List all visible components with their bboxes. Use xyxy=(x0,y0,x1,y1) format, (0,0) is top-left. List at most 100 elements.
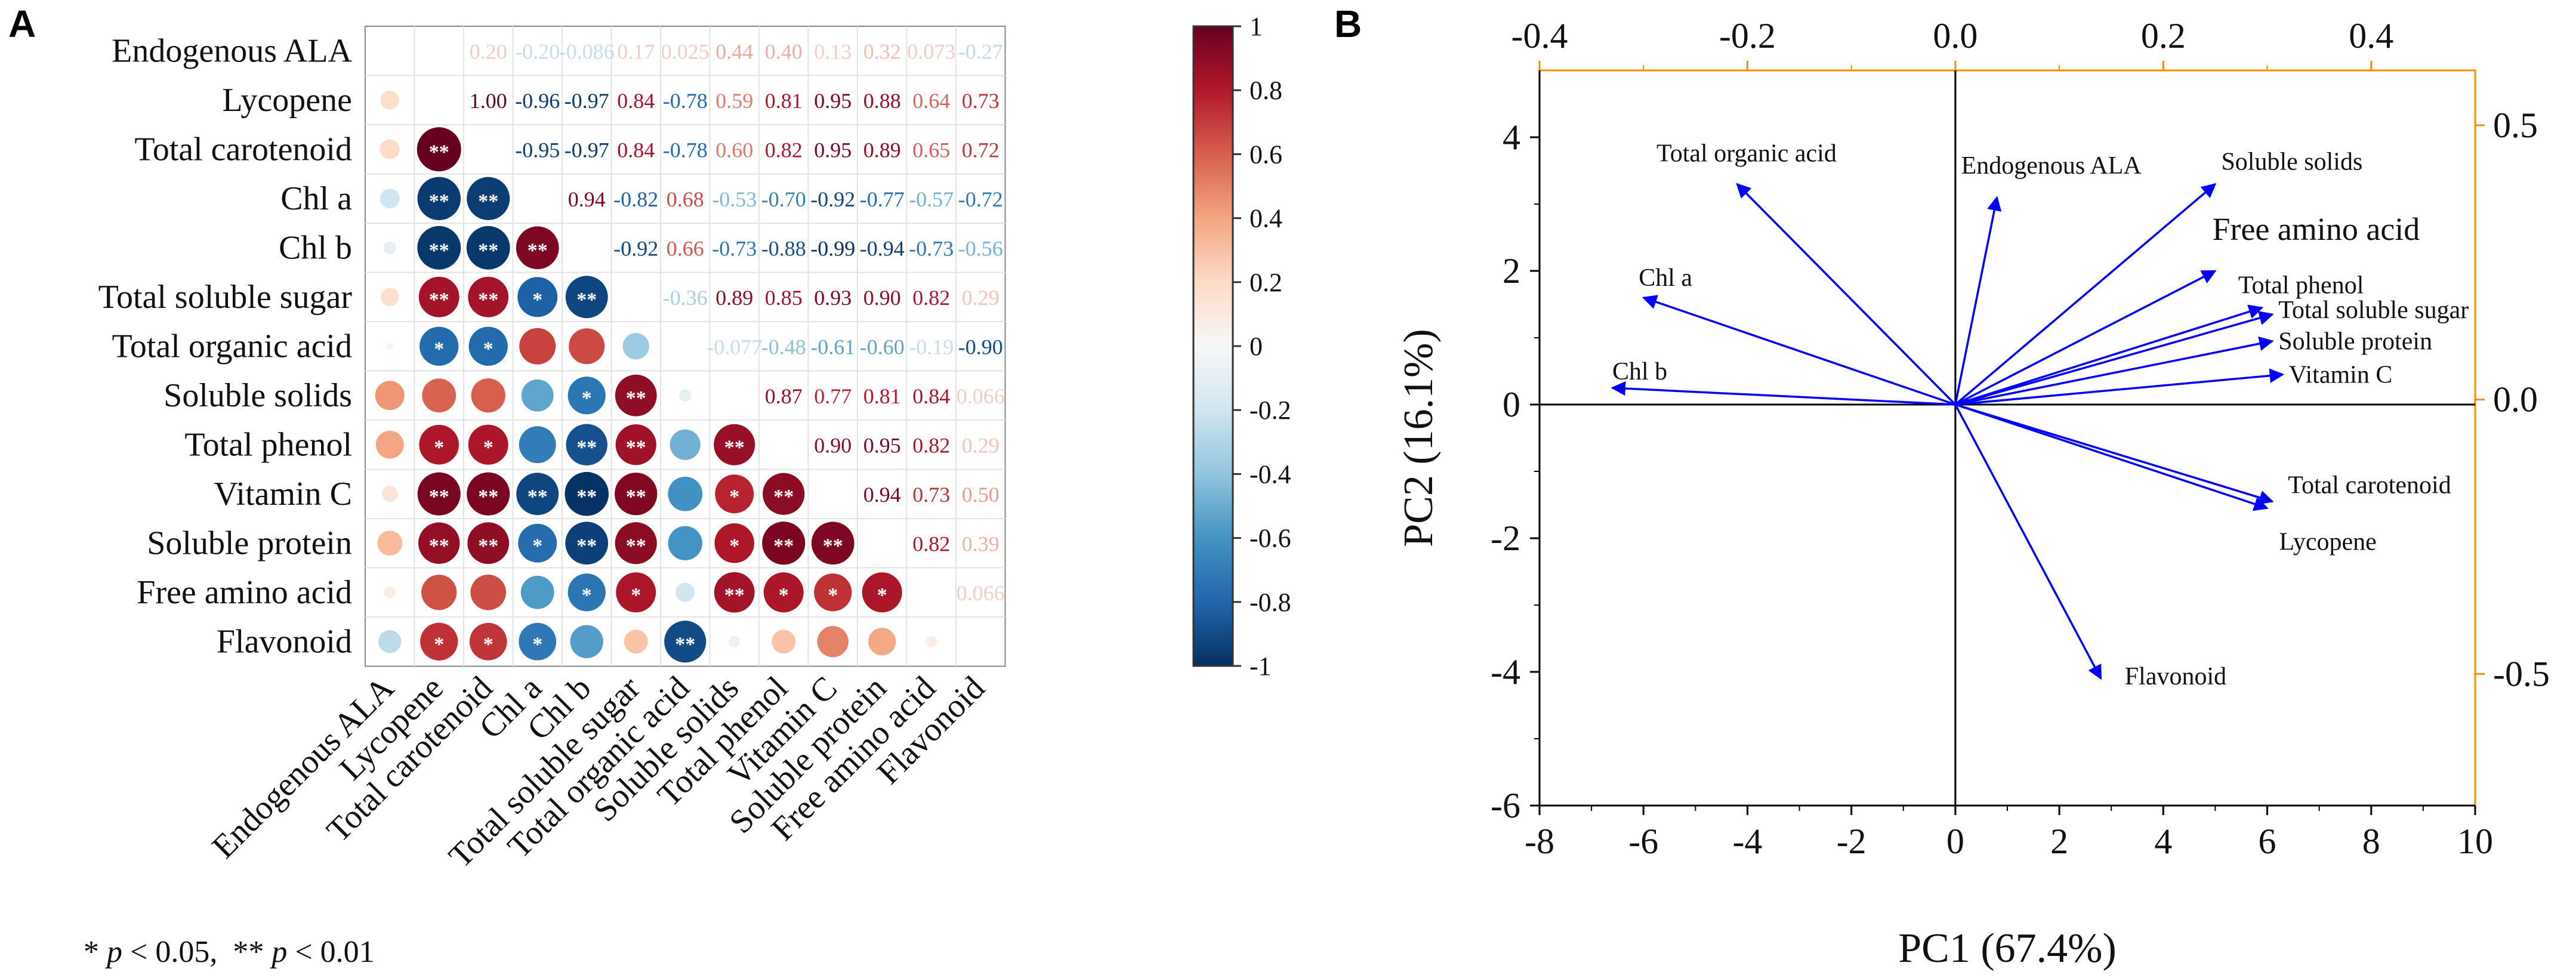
corr-circle-12-9 xyxy=(817,626,849,658)
sig-note-2-var: p xyxy=(269,935,287,969)
row-label-chl-b: Chl b xyxy=(279,229,352,266)
pca-right-tick-label: 0.0 xyxy=(2493,380,2538,419)
sig-marker-12-2: * xyxy=(483,633,493,655)
corr-value-4-12: -0.56 xyxy=(958,236,1003,260)
pca-x-tick-label: 0 xyxy=(1946,822,1964,861)
sig-marker-9-1: ** xyxy=(429,486,449,508)
corr-value-2-11: 0.65 xyxy=(912,138,950,162)
corr-value-6-7: -0.077 xyxy=(707,335,762,359)
corr-value-2-10: 0.89 xyxy=(863,138,901,162)
vector-soluble-protein xyxy=(1955,336,2274,406)
corr-circle-6-1 xyxy=(419,326,459,366)
sig-marker-2-1: ** xyxy=(429,141,449,163)
panel-b-letter: B xyxy=(1334,2,1362,45)
corr-value-0-7: 0.44 xyxy=(715,39,753,63)
corr-value-5-9: 0.93 xyxy=(814,286,852,310)
corr-value-1-8: 0.81 xyxy=(765,89,803,113)
sig-marker-4-3: ** xyxy=(527,239,548,261)
corr-value-3-11: -0.57 xyxy=(909,187,954,211)
sig-note-2-prefix: ** xyxy=(233,935,272,969)
corr-circle-4-1 xyxy=(417,226,461,270)
corr-value-5-6: -0.36 xyxy=(663,286,708,310)
corr-circle-11-0 xyxy=(384,586,396,598)
corr-value-5-12: 0.29 xyxy=(962,286,999,310)
corr-circle-11-4 xyxy=(567,573,606,612)
pca-x-tick-label: -2 xyxy=(1837,822,1867,861)
matrix-cells: 0.20 -0.20-0.086 0.17 0.025 0.44 0.40 0.13 0.32… xyxy=(375,39,1005,663)
corr-circle-11-6 xyxy=(675,582,695,602)
corr-value-9-11: 0.73 xyxy=(912,483,950,507)
pca-y-tick-label: -4 xyxy=(1491,652,1520,692)
corr-value-0-12: -0.27 xyxy=(958,39,1003,63)
sig-marker-9-4: ** xyxy=(576,486,597,508)
corr-value-0-3: -0.20 xyxy=(515,39,560,63)
vector-label-lycopene: Lycopene xyxy=(2279,529,2377,556)
sig-marker-11-7: ** xyxy=(724,584,745,606)
corr-value-3-9: -0.92 xyxy=(810,187,855,211)
corr-circle-11-2 xyxy=(470,574,507,610)
corr-circle-3-2 xyxy=(467,177,510,220)
sig-marker-12-1: * xyxy=(434,633,444,655)
corr-value-6-12: -0.90 xyxy=(958,335,1003,359)
sig-marker-9-2: ** xyxy=(478,486,498,508)
corr-circle-9-4 xyxy=(564,471,609,516)
corr-circle-9-2 xyxy=(467,472,510,516)
row-labels: Endogenous ALA Lycopene Total carotenoid Ch… xyxy=(98,32,353,660)
corr-value-3-7: -0.53 xyxy=(712,187,757,211)
correlation-matrix: 0.20 -0.20-0.086 0.17 0.025 0.44 0.40 0.13 0.32… xyxy=(98,26,1006,875)
corr-value-9-12: 0.50 xyxy=(962,483,999,507)
sig-marker-12-3: * xyxy=(532,633,542,655)
corr-circle-10-3 xyxy=(518,523,557,563)
corr-value-8-10: 0.95 xyxy=(863,433,901,457)
row-label-chl-a: Chl a xyxy=(280,180,352,217)
corr-circle-9-8 xyxy=(763,473,805,515)
corr-value-1-6: -0.78 xyxy=(663,89,708,113)
pca-y-tick-label: 2 xyxy=(1503,251,1520,291)
pca-x-tick-label: 2 xyxy=(2050,822,2068,861)
vector-chl-a xyxy=(1642,295,1956,406)
sig-marker-9-8: ** xyxy=(773,486,794,508)
corr-circle-7-3 xyxy=(521,379,554,412)
corr-value-0-10: 0.32 xyxy=(863,39,901,63)
corr-circle-11-9 xyxy=(814,573,852,612)
corr-value-3-8: -0.70 xyxy=(761,187,806,211)
corr-value-1-7: 0.59 xyxy=(715,89,753,113)
corr-value-2-4: -0.97 xyxy=(564,138,609,162)
corr-value-10-11: 0.82 xyxy=(912,532,950,556)
row-label-total-organic-acid: Total organic acid xyxy=(112,328,352,365)
sig-marker-4-1: ** xyxy=(429,239,449,261)
corr-circle-8-6 xyxy=(670,429,701,460)
vector-total-organic-acid xyxy=(1736,183,1957,406)
row-label-total-phenol: Total phenol xyxy=(184,426,352,463)
corr-value-0-2: 0.20 xyxy=(470,39,507,63)
colorbar-tick-label: -0.6 xyxy=(1250,524,1291,553)
corr-value-2-5: 0.84 xyxy=(617,138,655,162)
corr-circle-12-0 xyxy=(378,630,402,653)
corr-value-4-9: -0.99 xyxy=(810,236,855,260)
corr-value-2-12: 0.72 xyxy=(962,138,999,162)
corr-circle-11-1 xyxy=(421,575,457,610)
corr-value-2-6: -0.78 xyxy=(663,138,708,162)
colorbar-ticks: 1 0.8 0.6 0.4 0.2 0 -0.2 -0.4 -0.6 -0.8 -1 xyxy=(1233,12,1291,681)
corr-circle-6-3 xyxy=(519,328,556,365)
corr-value-4-11: -0.73 xyxy=(909,236,954,260)
pca-x-tick-label: -4 xyxy=(1732,822,1762,861)
corr-value-0-8: 0.40 xyxy=(765,39,803,63)
corr-value-0-6: 0.025 xyxy=(661,39,709,63)
pca-right-tick-label: 0.5 xyxy=(2493,106,2538,145)
sig-marker-9-5: ** xyxy=(626,486,646,508)
corr-circle-2-1 xyxy=(417,127,461,172)
pca-vectors: Total organic acid Endogenous ALA Soluble … xyxy=(1611,140,2469,690)
corr-value-6-8: -0.48 xyxy=(761,335,806,359)
corr-circle-11-7 xyxy=(714,572,755,613)
pca-y-tick-label: -6 xyxy=(1491,786,1520,825)
row-label-total-soluble-sugar: Total soluble sugar xyxy=(98,279,353,316)
vector-total-soluble-sugar xyxy=(1955,311,2274,406)
sig-marker-12-6: ** xyxy=(675,633,695,655)
corr-circle-8-3 xyxy=(519,426,556,464)
corr-circle-5-4 xyxy=(565,276,608,319)
corr-value-1-12: 0.73 xyxy=(962,89,999,113)
colorbar-tick-label: 0.6 xyxy=(1250,140,1282,169)
colorbar-tick-label: -1 xyxy=(1250,652,1272,681)
